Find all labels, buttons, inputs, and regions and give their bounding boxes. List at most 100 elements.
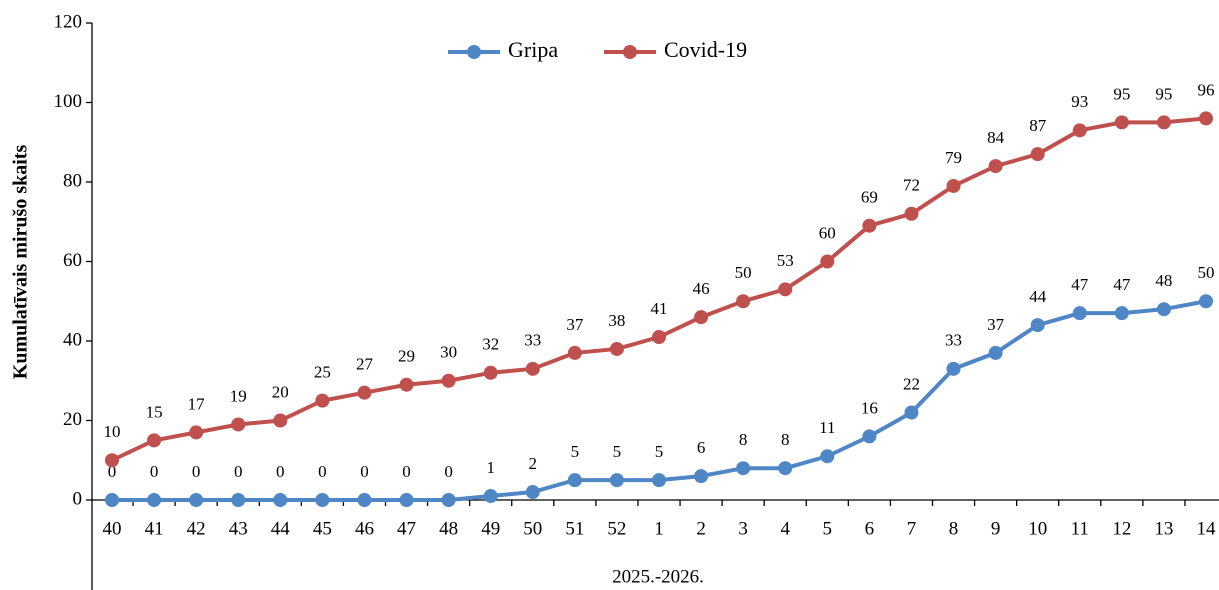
- point: [862, 218, 877, 233]
- data-label: 79: [945, 148, 962, 167]
- point: [1072, 123, 1087, 138]
- x-tick-label: 2: [696, 518, 706, 539]
- data-label: 37: [566, 315, 584, 334]
- point: [1030, 318, 1045, 333]
- point: [315, 493, 330, 507]
- data-label: 96: [1198, 80, 1215, 99]
- data-label: 84: [987, 128, 1005, 147]
- point: [105, 453, 119, 468]
- point: [441, 493, 456, 507]
- data-label: 44: [1029, 287, 1047, 306]
- point: [525, 485, 540, 500]
- data-label: 33: [945, 331, 962, 350]
- data-label: 0: [444, 462, 453, 481]
- x-tick-label: 1: [654, 518, 664, 539]
- point: [946, 361, 961, 376]
- data-label: 0: [192, 462, 201, 481]
- point: [862, 429, 877, 444]
- point: [652, 330, 666, 345]
- point: [441, 373, 456, 388]
- data-label: 8: [739, 430, 748, 449]
- x-tick-label: 49: [481, 518, 500, 539]
- x-tick-label: 45: [313, 518, 332, 539]
- x-tick-label: 51: [565, 518, 584, 539]
- point: [1199, 294, 1213, 309]
- point: [694, 469, 709, 484]
- point: [273, 413, 288, 428]
- x-tick-label: 4: [780, 518, 790, 539]
- x-tick-label: 52: [607, 518, 626, 539]
- data-label: 8: [781, 430, 790, 449]
- data-label: 20: [272, 382, 289, 401]
- data-label: 5: [571, 442, 580, 461]
- data-label: 95: [1155, 84, 1172, 103]
- x-tick-label: 8: [949, 518, 959, 539]
- data-label: 47: [1113, 275, 1131, 294]
- y-axis-label: Kumulatīvais mirušo skaits: [10, 145, 32, 380]
- x-tick-label: 43: [229, 518, 248, 539]
- point: [105, 493, 119, 507]
- point: [231, 493, 246, 507]
- point: [567, 473, 582, 488]
- point: [1030, 147, 1045, 162]
- data-label: 22: [903, 374, 920, 393]
- data-label: 95: [1113, 84, 1130, 103]
- x-tick-label: 40: [103, 518, 122, 539]
- data-label: 5: [655, 442, 664, 461]
- data-label: 0: [234, 462, 243, 481]
- point: [778, 461, 793, 476]
- point: [147, 493, 162, 507]
- point: [988, 159, 1003, 174]
- data-label: 10: [104, 422, 121, 441]
- data-label: 72: [903, 176, 920, 195]
- y-tick-label: 100: [54, 91, 83, 112]
- data-label: 1: [486, 458, 495, 477]
- data-label: 16: [861, 398, 878, 417]
- data-label: 53: [777, 251, 794, 270]
- data-label: 33: [524, 331, 541, 350]
- data-label: 30: [440, 343, 457, 362]
- data-label: 11: [819, 418, 835, 437]
- point: [567, 345, 582, 360]
- point: [946, 178, 961, 193]
- legend-label: Gripa: [508, 37, 558, 62]
- y-tick-label: 0: [73, 488, 83, 509]
- data-label: 17: [188, 394, 206, 413]
- x-tick-label: 5: [823, 518, 833, 539]
- point: [820, 254, 835, 269]
- data-label: 38: [608, 311, 625, 330]
- data-label: 50: [1198, 263, 1215, 282]
- data-label: 50: [735, 263, 752, 282]
- point: [483, 489, 498, 504]
- legend-label: Covid-19: [664, 37, 747, 62]
- data-label: 48: [1155, 271, 1172, 290]
- data-label: 60: [819, 223, 836, 242]
- x-tick-label: 7: [907, 518, 917, 539]
- point: [273, 493, 288, 507]
- point: [357, 385, 372, 400]
- x-tick-label: 44: [271, 518, 291, 539]
- data-label: 93: [1071, 92, 1088, 111]
- point: [988, 345, 1003, 360]
- data-label: 37: [987, 315, 1005, 334]
- point: [315, 393, 330, 408]
- point: [1114, 306, 1129, 321]
- x-tick-label: 6: [865, 518, 875, 539]
- data-label: 47: [1071, 275, 1089, 294]
- data-label: 0: [402, 462, 411, 481]
- x-tick-label: 48: [439, 518, 458, 539]
- data-label: 0: [360, 462, 369, 481]
- x-tick-label: 10: [1028, 518, 1047, 539]
- data-label: 32: [482, 335, 499, 354]
- data-label: 0: [276, 462, 285, 481]
- point: [609, 473, 624, 488]
- data-label: 2: [529, 454, 538, 473]
- point: [147, 433, 162, 448]
- x-tick-label: 9: [991, 518, 1001, 539]
- data-label: 0: [150, 462, 159, 481]
- data-label: 5: [613, 442, 622, 461]
- point: [525, 361, 540, 376]
- y-tick-label: 20: [63, 409, 82, 430]
- point: [652, 473, 666, 488]
